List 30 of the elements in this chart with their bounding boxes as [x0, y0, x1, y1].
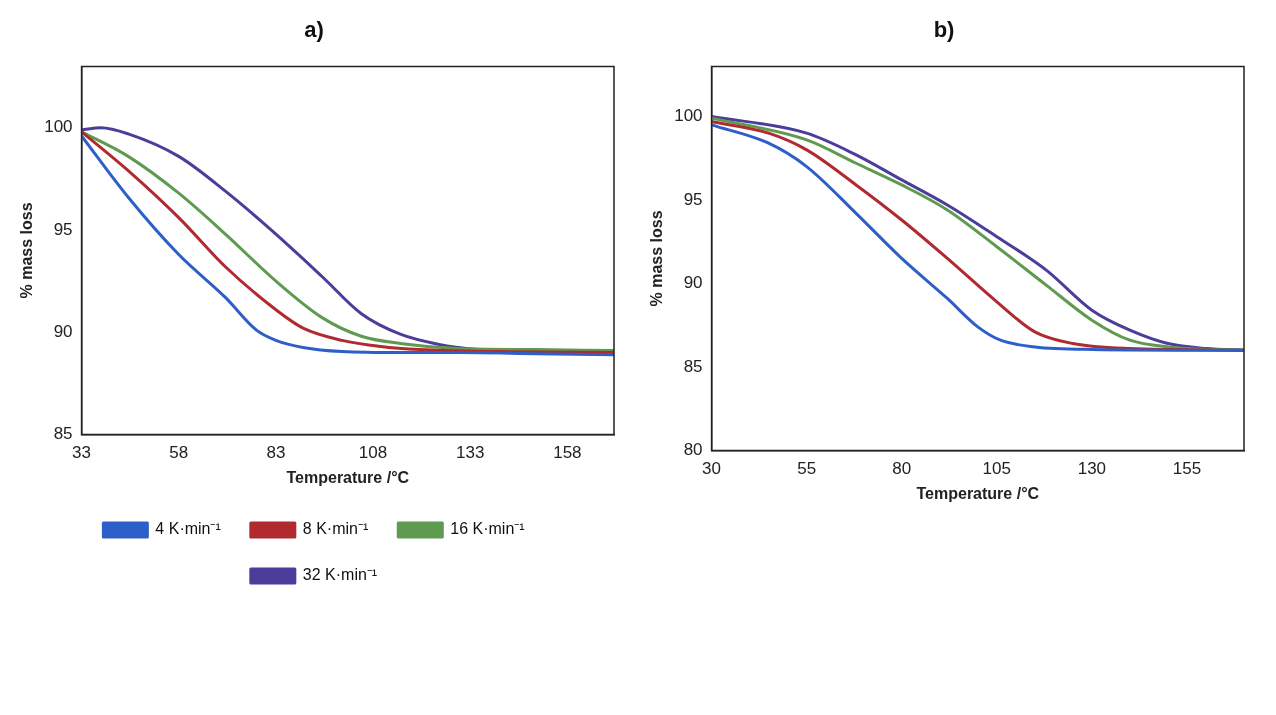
legend-label: 4 K·min⁻¹ [155, 520, 221, 538]
y-tick-label: 90 [683, 273, 703, 293]
x-tick-label: 130 [1077, 459, 1107, 479]
x-tick-label: 155 [1172, 459, 1202, 479]
legend-label: 8 K·min⁻¹ [302, 520, 369, 538]
x-tick-label: 108 [358, 443, 388, 463]
y-tick-label: 85 [683, 356, 703, 376]
x-tick-label: 105 [982, 459, 1011, 479]
x-axis-title: Temperature /°C [286, 468, 410, 486]
legend-label: 16 K·min⁻¹ [450, 520, 525, 538]
x-tick-label: 55 [797, 459, 817, 479]
x-axis-title: Temperature /°C [916, 484, 1040, 502]
x-tick-label: 80 [892, 459, 912, 479]
y-axis-title: % mass loss [648, 210, 666, 307]
legend-label: 32 K·min⁻¹ [302, 566, 378, 584]
y-tick-label: 100 [674, 106, 703, 126]
x-tick-label: 58 [169, 443, 189, 463]
y-tick-label: 85 [53, 424, 73, 444]
x-tick-label: 30 [702, 459, 722, 479]
x-tick-label: 133 [456, 443, 485, 463]
y-tick-label: 90 [53, 321, 73, 341]
y-axis-title: % mass loss [18, 202, 36, 299]
x-tick-label: 33 [72, 443, 92, 463]
y-tick-label: 95 [53, 219, 73, 239]
x-tick-label: 158 [553, 443, 582, 463]
chart-title: a) [304, 17, 324, 43]
x-tick-label: 83 [266, 443, 286, 463]
y-tick-label: 100 [44, 117, 73, 137]
chart-title: b) [933, 17, 955, 43]
y-tick-label: 95 [683, 189, 703, 209]
